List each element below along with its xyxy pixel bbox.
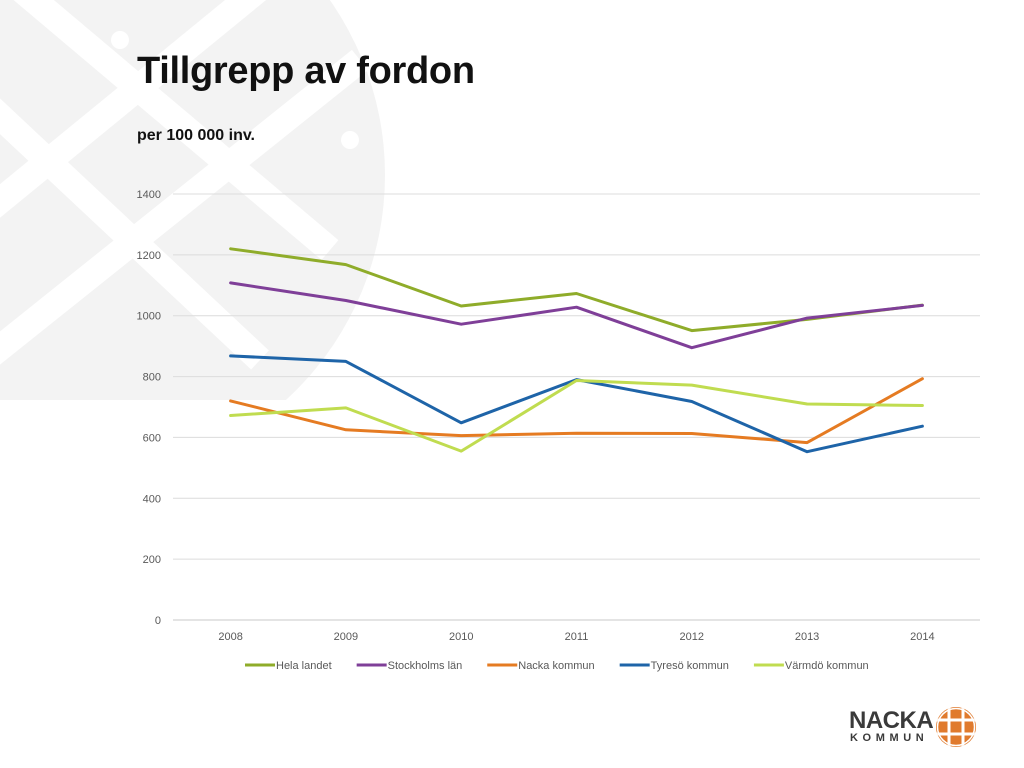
legend-label: Nacka kommun	[518, 660, 594, 672]
nacka-emblem-icon	[936, 707, 976, 747]
logo-wordmark: NACKA	[849, 707, 934, 734]
legend-item-tyres-kommun: Tyresö kommun	[619, 660, 729, 672]
x-tick-label: 2013	[795, 631, 819, 643]
grid-lines	[173, 193, 980, 621]
legend-label: Tyresö kommun	[651, 660, 729, 672]
y-tick-label: 1200	[137, 250, 161, 262]
slide-subtitle: per 100 000 inv.	[137, 127, 255, 144]
y-tick-label: 600	[143, 432, 161, 444]
y-axis-tick-labels: 0 200 400 600 800 1000 1200 1400	[137, 189, 161, 627]
logo-subtext: KOMMUN	[850, 732, 929, 744]
x-tick-label: 2012	[680, 631, 704, 643]
legend-label: Hela landet	[276, 660, 332, 672]
y-tick-label: 400	[143, 493, 161, 505]
x-tick-label: 2010	[449, 631, 473, 643]
y-tick-label: 0	[155, 615, 161, 627]
x-tick-label: 2014	[910, 631, 934, 643]
series-line-v-rmd-kommun	[229, 379, 924, 453]
series-lines	[229, 247, 924, 454]
series-line-nacka-kommun	[229, 377, 924, 445]
x-tick-label: 2008	[218, 631, 242, 643]
legend-item-v-rmd-kommun: Värmdö kommun	[753, 660, 869, 672]
y-tick-label: 200	[143, 554, 161, 566]
legend: Hela landet Stockholms län Nacka kommun Tyr…	[245, 660, 869, 672]
legend-label: Stockholms län	[388, 660, 463, 672]
legend-label: Värmdö kommun	[785, 660, 869, 672]
legend-item-stockholms-l-n: Stockholms län	[356, 660, 463, 672]
x-tick-label: 2011	[565, 631, 589, 643]
watermark-emblem	[0, 0, 385, 400]
y-tick-label: 1000	[137, 311, 161, 323]
slide-title: Tillgrepp av fordon	[137, 50, 475, 92]
x-axis-tick-labels: 2008 2009 2010 2011 2012 2013 2014	[218, 631, 934, 643]
series-line-stockholms-l-n	[229, 281, 924, 350]
y-tick-label: 1400	[137, 189, 161, 201]
legend-item-hela-landet: Hela landet	[245, 660, 332, 672]
y-tick-label: 800	[143, 372, 161, 384]
x-tick-label: 2009	[334, 631, 358, 643]
nacka-kommun-logo: NACKA KOMMUN	[846, 703, 986, 753]
legend-item-nacka-kommun: Nacka kommun	[487, 660, 595, 672]
